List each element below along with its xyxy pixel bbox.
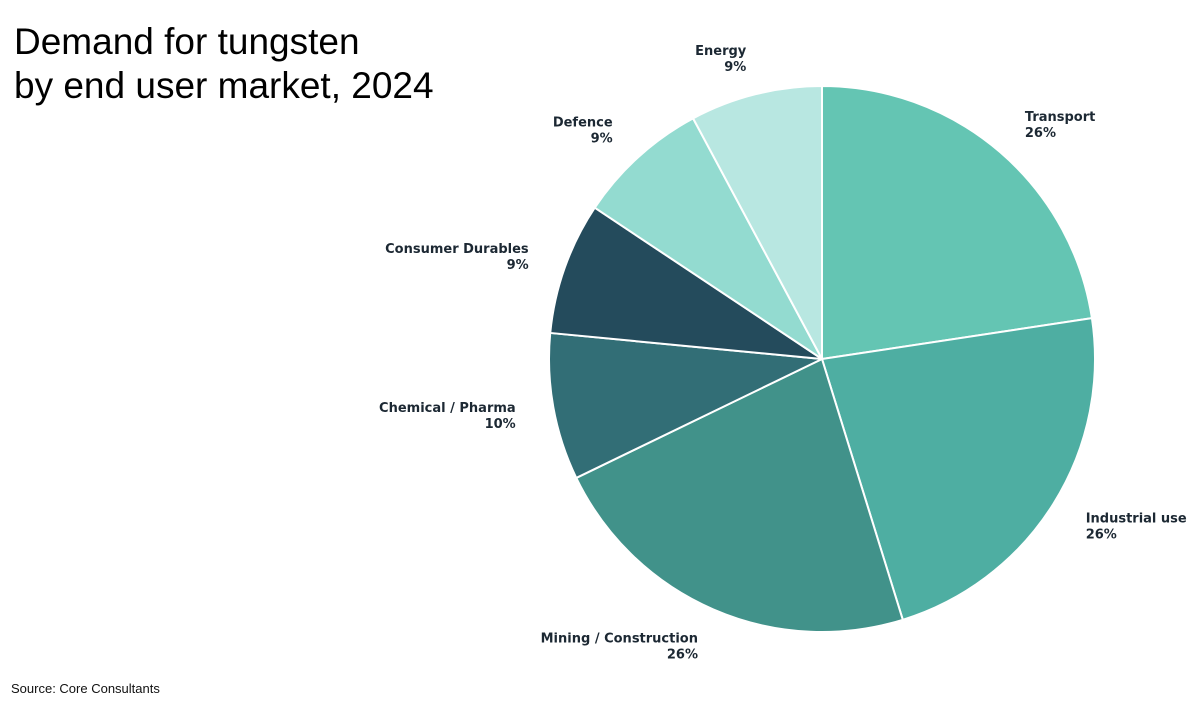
slice-label-consumer-durables: Consumer Durables [385, 242, 529, 257]
slice-label-energy: Energy [695, 44, 747, 59]
pie-slice-mining-construction [575, 358, 904, 633]
pie-slice-industrial-use [821, 317, 1096, 621]
pie-slice-consumer-durables [549, 206, 823, 360]
pie-slice-transport [821, 85, 1093, 360]
slice-label-industrial-use: Industrial use [1086, 511, 1187, 526]
slice-value-transport: 26% [1025, 126, 1056, 141]
slice-value-chemical-pharma: 10% [485, 417, 516, 432]
slice-value-defence: 9% [591, 132, 613, 147]
chart-title: Demand for tungsten by end user market, … [14, 20, 434, 108]
source-note: Source: Core Consultants [11, 681, 160, 696]
slice-value-industrial-use: 26% [1086, 527, 1117, 542]
slice-label-chemical-pharma: Chemical / Pharma [379, 401, 516, 416]
pie-slice-energy [692, 85, 823, 360]
pie-slice-chemical-pharma [548, 331, 823, 479]
slice-value-consumer-durables: 9% [507, 258, 529, 273]
slice-label-defence: Defence [553, 116, 613, 131]
pie-slice-defence [593, 117, 823, 360]
slice-value-energy: 9% [724, 60, 746, 75]
slice-value-mining-construction: 26% [667, 648, 698, 663]
chart-title-line-2: by end user market, 2024 [14, 65, 434, 106]
slice-label-transport: Transport [1025, 110, 1095, 125]
chart-title-line-1: Demand for tungsten [14, 21, 360, 62]
slice-label-mining-construction: Mining / Construction [541, 632, 698, 647]
